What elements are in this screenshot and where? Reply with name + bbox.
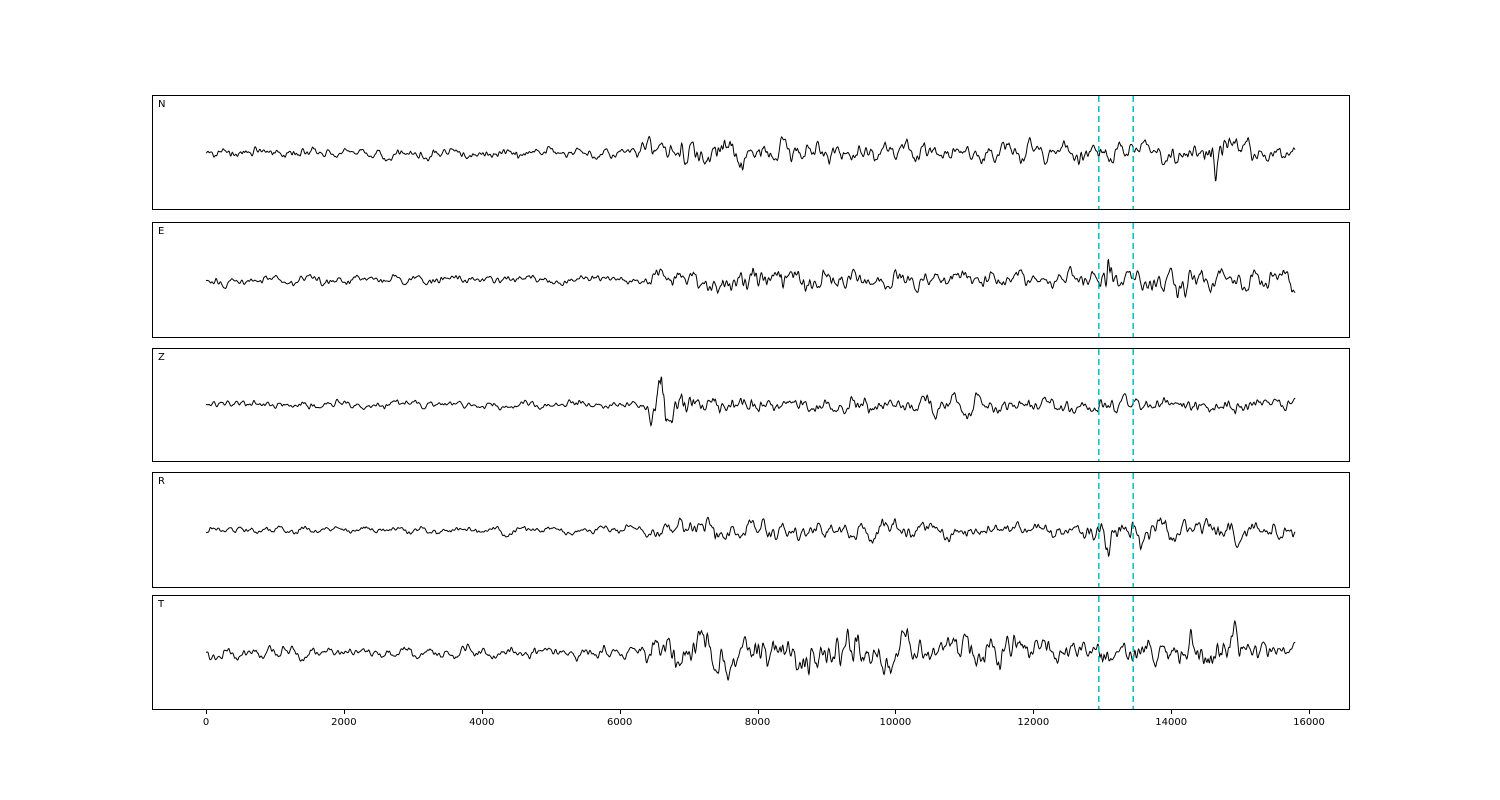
x-tick-mark <box>1033 710 1035 714</box>
panel-E: E <box>152 222 1350 338</box>
x-tick-label: 14000 <box>1155 717 1188 728</box>
channel-label-R: R <box>158 476 165 487</box>
x-tick-mark <box>619 710 621 714</box>
waveform-T <box>205 596 1296 709</box>
waveform-R <box>206 473 1296 587</box>
waveform-Z <box>206 349 1296 461</box>
channel-label-T: T <box>158 599 165 610</box>
trace-T <box>205 619 1296 682</box>
waveform-E <box>205 223 1296 337</box>
x-tick-mark <box>1309 710 1310 714</box>
x-tick-label: 16000 <box>1293 717 1325 728</box>
trace-Z <box>206 376 1296 427</box>
panel-T: T <box>152 595 1350 710</box>
x-tick-mark <box>1171 710 1173 714</box>
channel-label-E: E <box>158 226 165 237</box>
x-tick-mark <box>206 710 208 714</box>
x-tick-label: 2000 <box>331 717 357 728</box>
x-tick-label: 0 <box>202 717 210 728</box>
panel-Z: Z <box>152 348 1350 462</box>
x-tick-label: 12000 <box>1017 717 1050 728</box>
x-tick-label: 10000 <box>879 717 912 728</box>
panel-R: R <box>152 472 1350 588</box>
panel-N: N <box>152 95 1350 210</box>
channel-label-N: N <box>158 99 166 110</box>
x-tick-label: 4000 <box>469 717 495 728</box>
x-tick-label: 6000 <box>606 717 633 728</box>
x-tick-mark <box>757 710 759 714</box>
x-tick-mark <box>343 710 345 714</box>
trace-R <box>206 516 1296 558</box>
x-tick-label: 8000 <box>744 717 771 728</box>
waveform-N <box>205 96 1296 209</box>
x-tick-mark <box>481 710 483 714</box>
x-tick-mark <box>895 710 897 714</box>
trace-N <box>205 135 1296 182</box>
channel-label-Z: Z <box>158 352 165 363</box>
trace-E <box>205 258 1296 299</box>
